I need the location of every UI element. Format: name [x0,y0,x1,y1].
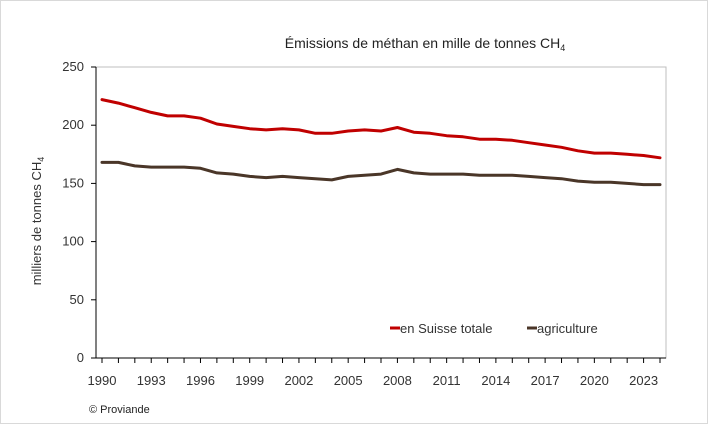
x-tick-label: 2020 [580,373,609,388]
x-tick-label: 2017 [531,373,560,388]
y-tick-label: 50 [70,292,84,307]
x-tick-label: 2002 [284,373,313,388]
y-tick-label: 200 [62,117,84,132]
chart-title: Émissions de méthan en mille de tonnes C… [285,35,565,53]
x-tick-label: 1999 [235,373,264,388]
y-axis: 0 50 100 150 200 250 [62,59,97,365]
y-tick-label: 100 [62,234,84,249]
x-axis: 1990 1993 1996 1999 2002 2005 2008 2011 2014 2017… [88,357,666,388]
y-axis-label: milliers de tonnes CH4 [29,157,46,286]
y-axis-label-subscript: 4 [36,157,46,162]
x-tick-label: 1993 [137,373,166,388]
y-tick-label: 0 [77,350,84,365]
legend: en Suisse totale agriculture [390,321,598,336]
x-tick-label: 2011 [433,373,461,388]
chart-title-subscript: 4 [560,43,565,53]
y-tick-label: 250 [62,59,84,74]
legend-label: en Suisse totale [400,321,493,336]
chart-title-text: Émissions de méthan en mille de tonnes C… [285,35,560,51]
x-tick-label: 2014 [481,373,510,388]
series-line-total [100,98,662,160]
copyright-text: © Proviande [89,404,150,416]
x-tick-label: 1990 [88,373,117,388]
plot-area [95,66,667,359]
x-tick-label: 2023 [629,373,658,388]
series-group [100,98,662,187]
legend-label: agriculture [537,321,598,336]
series-line-agriculture [100,160,662,187]
x-tick-label: 1996 [186,373,215,388]
y-axis-label-text: milliers de tonnes CH [29,162,44,286]
y-tick-label: 150 [62,175,84,190]
x-tick-label: 2008 [383,373,412,388]
x-tick-label: 2005 [334,373,363,388]
